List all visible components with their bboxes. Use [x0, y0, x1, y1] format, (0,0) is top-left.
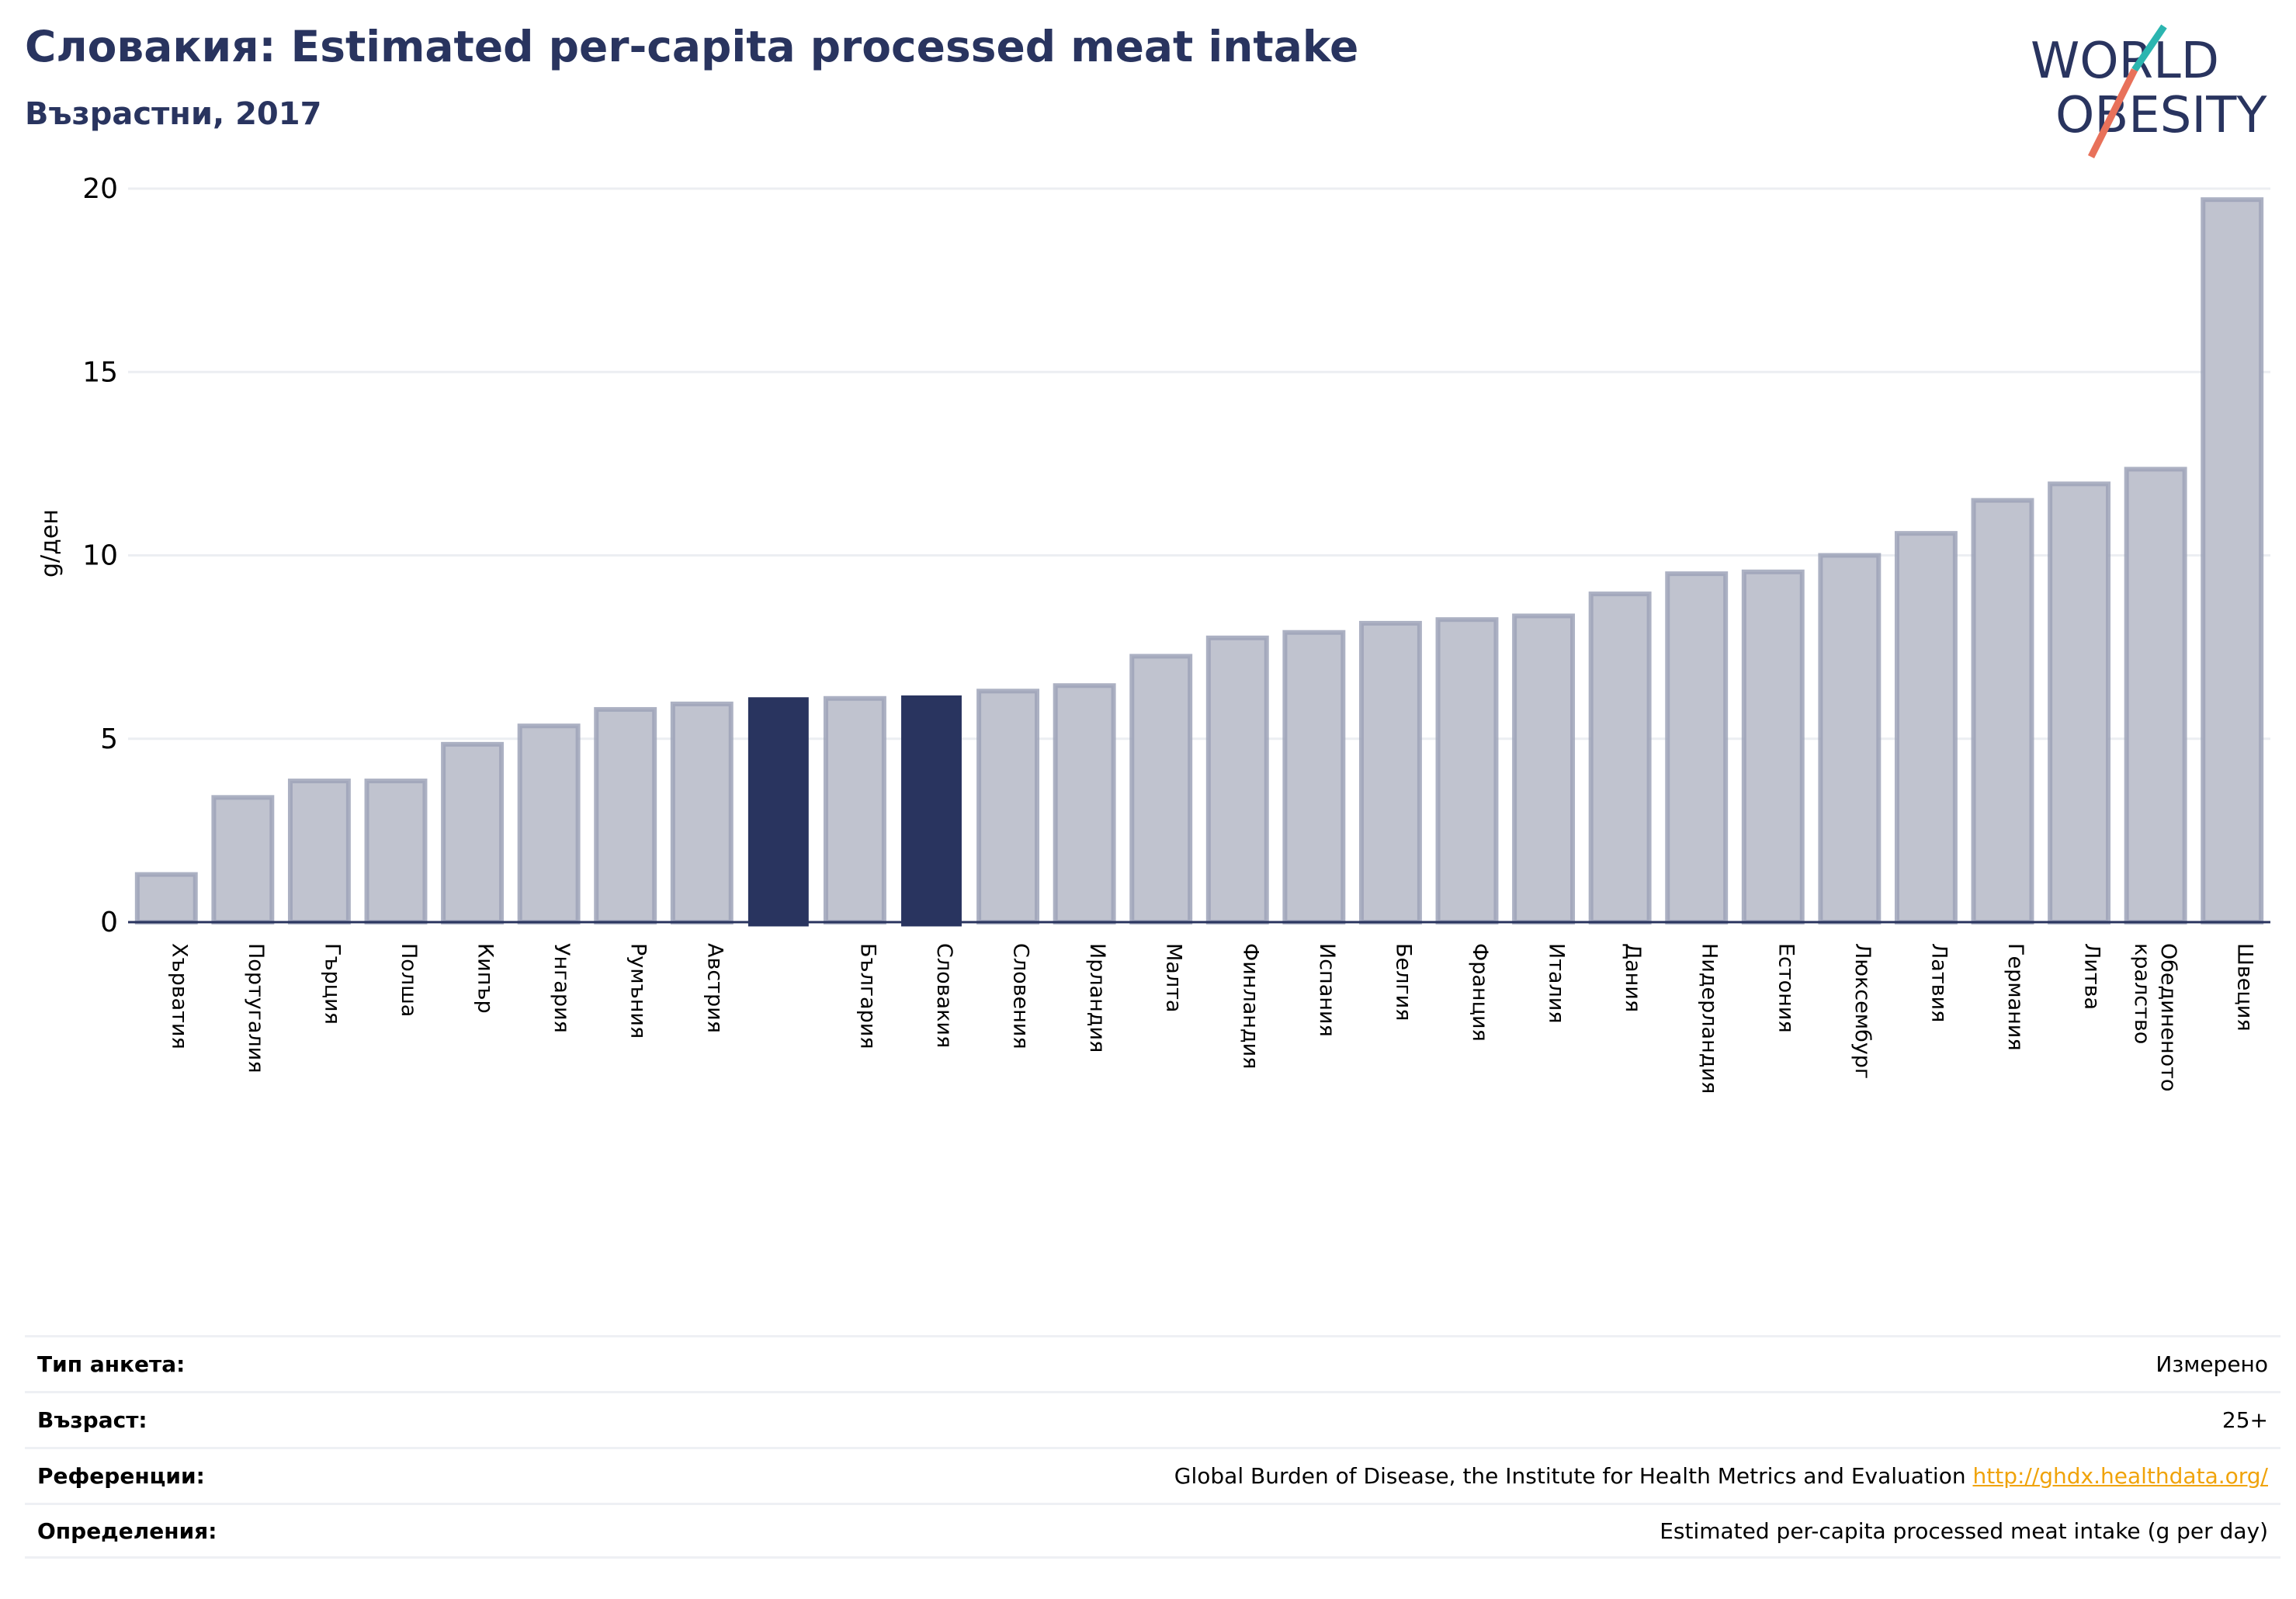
survey-type-value: Измерено — [2156, 1351, 2268, 1377]
x-tick-label: Белгия — [1391, 943, 1415, 1021]
logo-word-2: OBESITY — [2055, 87, 2267, 144]
logo-word-1: WORLD — [2031, 33, 2219, 90]
x-tick-label: Германия — [2003, 943, 2027, 1051]
age-label: Възраст: — [37, 1407, 147, 1433]
x-tick-label: Дания — [1621, 943, 1645, 1012]
x-tick-label: Португалия — [244, 943, 268, 1073]
bar — [1971, 498, 2034, 924]
x-tick-label: Люксембург — [1850, 943, 1875, 1079]
bar-chart: 0 5 10 15 20 Хърватия Португалия Гърция Полша Ки… — [36, 173, 2270, 1094]
definitions-label: Определения: — [37, 1517, 217, 1544]
references-value: Global Burden of Disease, the Institute … — [1174, 1463, 2268, 1489]
x-tick-label: Словения — [1009, 943, 1033, 1049]
bar — [1053, 683, 1116, 924]
chart-subtitle: Възрастни, 2017 — [25, 96, 322, 132]
x-tick-label: България — [855, 943, 879, 1049]
bar — [1665, 571, 1729, 924]
bar — [134, 872, 198, 924]
bar — [1741, 569, 1805, 924]
bar — [594, 706, 657, 924]
bar — [211, 795, 275, 924]
bar — [441, 741, 505, 925]
bars — [134, 197, 2264, 927]
age-value: 25+ — [2221, 1407, 2268, 1433]
x-tick-label: Испания — [1315, 943, 1339, 1037]
bar — [2124, 467, 2187, 924]
x-tick-label: Швеция — [2233, 943, 2257, 1032]
info-row-references: Референции: Global Burden of Disease, th… — [25, 1447, 2280, 1503]
x-tick-label: Франция — [1468, 943, 1492, 1042]
y-tick-label: 0 — [100, 907, 118, 938]
chart-title: Словакия: Estimated per-capita processed… — [25, 22, 1359, 71]
references-text: Global Burden of Disease, the Institute … — [1174, 1463, 1966, 1489]
info-row-survey: Тип анкета: Измерено — [25, 1335, 2280, 1391]
x-tick-label: Полша — [397, 943, 421, 1017]
x-tick-label: Австрия — [702, 943, 727, 1033]
bar — [823, 695, 886, 925]
y-tick-label: 15 — [82, 356, 118, 388]
bar — [1282, 630, 1346, 924]
bar — [1358, 620, 1422, 924]
x-tick-labels: Хърватия Португалия Гърция Полша Кипър Унгари… — [167, 943, 2256, 1094]
x-tick-label: Финландия — [1238, 943, 1262, 1069]
logo-slash-teal — [2131, 24, 2167, 72]
y-tick-label: 5 — [100, 723, 118, 755]
x-tick-label: Обединеното — [2156, 943, 2180, 1091]
bar — [1588, 591, 1652, 924]
y-tick-label: 10 — [82, 540, 118, 572]
x-tick-label: Гърция — [320, 943, 344, 1025]
x-tick-label: Естония — [1774, 943, 1798, 1033]
bar — [1818, 553, 1882, 924]
bar — [901, 695, 962, 927]
info-row-age: Възраст: 25+ — [25, 1391, 2280, 1447]
references-label: Референции: — [37, 1463, 205, 1489]
y-tick-labels: 0 5 10 15 20 — [82, 173, 118, 938]
bar — [2048, 481, 2111, 924]
bar — [1435, 617, 1499, 924]
y-axis-label: g/ден — [36, 509, 64, 578]
bar — [747, 697, 809, 927]
bar — [1205, 635, 1269, 924]
bar — [2201, 197, 2264, 924]
x-tick-label: Словакия — [932, 943, 956, 1048]
survey-type-label: Тип анкета: — [37, 1351, 186, 1377]
definitions-value: Estimated per-capita processed meat inta… — [1660, 1517, 2268, 1544]
x-tick-label: Италия — [1545, 943, 1569, 1024]
info-row-definitions: Определения: Estimated per-capita proces… — [25, 1503, 2280, 1559]
x-tick-label: кралство — [2130, 943, 2154, 1044]
bar — [287, 779, 351, 925]
bar — [1512, 613, 1576, 925]
bar — [517, 723, 581, 925]
x-tick-label: Ирландия — [1085, 943, 1109, 1053]
x-tick-label: Кипър — [473, 943, 498, 1014]
x-tick-label: Литва — [2080, 943, 2104, 1010]
x-tick-label: Латвия — [1927, 943, 1951, 1022]
references-link[interactable]: http://ghdx.healthdata.org/ — [1972, 1463, 2268, 1489]
x-tick-label: Нидерландия — [1698, 943, 1722, 1094]
x-tick-label: Малта — [1162, 943, 1186, 1012]
x-tick-label: Унгария — [550, 943, 574, 1033]
x-tick-label: Хърватия — [167, 943, 191, 1049]
y-tick-label: 20 — [82, 173, 118, 205]
bar — [976, 689, 1040, 924]
world-obesity-logo: WORLD OBESITY — [2031, 24, 2267, 159]
bar — [1894, 531, 1958, 925]
bar — [670, 701, 734, 924]
bar — [1129, 654, 1193, 924]
logo-slash-red — [2087, 68, 2138, 159]
x-tick-label: Румъния — [626, 943, 650, 1039]
bar — [364, 779, 428, 925]
